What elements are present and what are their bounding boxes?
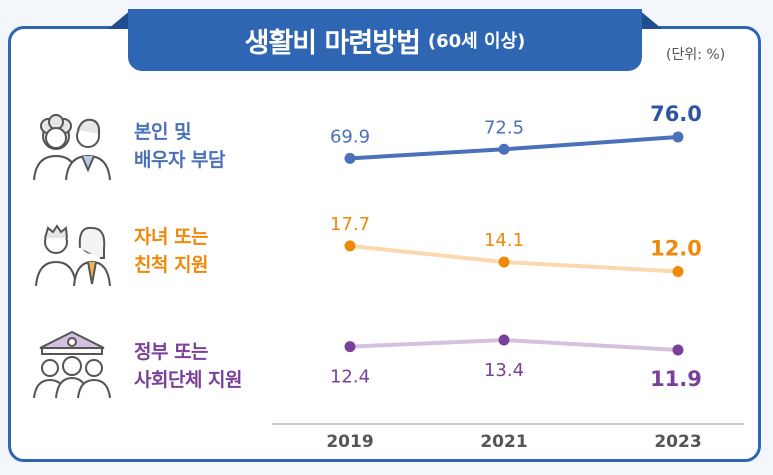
data-label: 13.4	[484, 360, 524, 381]
government-support-icon	[33, 330, 111, 399]
title-bar: 생활비 마련방법 (60세 이상)	[128, 9, 642, 71]
data-label: 17.7	[330, 214, 370, 235]
data-label: 14.1	[484, 230, 524, 251]
family-icon	[35, 224, 111, 287]
data-point	[672, 344, 684, 356]
chart-subtitle: (60세 이상)	[427, 31, 526, 52]
unit-label: (단위: %)	[666, 47, 726, 63]
x-tick-label: 2021	[480, 432, 527, 452]
data-point	[672, 131, 684, 143]
series-label-line: 배우자 부담	[134, 149, 226, 171]
series-line	[348, 337, 680, 352]
series-line	[348, 135, 680, 161]
x-tick-label: 2019	[326, 432, 373, 452]
data-label: 12.0	[650, 237, 702, 261]
data-point	[498, 256, 510, 268]
data-label: 76.0	[650, 102, 702, 126]
series-label-children: 자녀 또는 친척 지원	[134, 223, 209, 279]
chart-title: 생활비 마련방법	[244, 27, 421, 59]
x-tick-label: 2023	[654, 432, 701, 452]
data-point	[498, 143, 510, 155]
data-point	[672, 266, 684, 277]
series-label-gov: 정부 또는 사회단체 지원	[134, 338, 243, 394]
data-point	[498, 334, 510, 346]
series-label-line: 자녀 또는	[134, 226, 209, 248]
data-label: 11.9	[650, 367, 702, 391]
title-tab	[128, 9, 642, 71]
data-label: 69.9	[330, 126, 370, 147]
data-point	[344, 240, 356, 252]
series-label-self: 본인 및 배우자 부담	[134, 118, 226, 174]
elderly-couple-icon	[33, 114, 111, 181]
data-label: 12.4	[330, 367, 370, 388]
data-label: 72.5	[484, 117, 524, 138]
data-point	[344, 152, 356, 164]
series-label-line: 사회단체 지원	[134, 369, 243, 391]
series-label-line: 정부 또는	[134, 341, 209, 363]
series-label-line: 친척 지원	[134, 254, 209, 276]
chart-card	[8, 26, 761, 462]
series-label-line: 본인 및	[134, 121, 192, 143]
data-point	[344, 341, 356, 353]
